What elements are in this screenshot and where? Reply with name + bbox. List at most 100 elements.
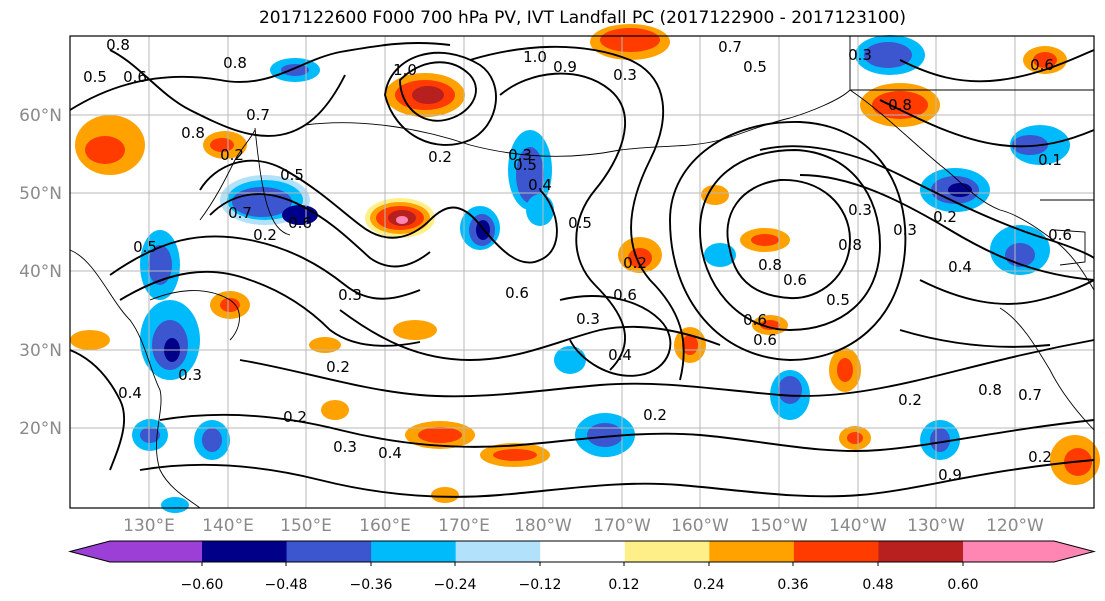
colorbar-swatch (202, 541, 288, 562)
contour-label: 0.5 (826, 291, 850, 309)
contour-label: 0.3 (848, 201, 872, 219)
colorbar-tick-label: 0.60 (947, 577, 978, 593)
contour-label: 0.2 (643, 406, 667, 424)
contour-label: 0.5 (513, 156, 537, 174)
contour-label: 1.0 (523, 48, 547, 66)
contour-label: 0.8 (758, 256, 782, 274)
anomaly-patch (1012, 135, 1048, 155)
colorbar-swatch (371, 541, 457, 562)
lon-label: 120°W (986, 516, 1044, 536)
contour-label: 0.2 (283, 408, 307, 426)
contour-label: 0.4 (118, 384, 142, 402)
anomaly-patch (70, 330, 110, 350)
contour-label: 0.4 (528, 176, 552, 194)
contour-label: 0.2 (1028, 448, 1052, 466)
contour-label: 0.5 (743, 58, 767, 76)
contour-label: 0.9 (938, 466, 962, 484)
contour-label: 0.5 (280, 166, 304, 184)
anomaly-patch (431, 487, 459, 503)
lon-label: 150°E (280, 516, 332, 536)
colorbar-swatch (540, 541, 626, 562)
anomaly-patch (704, 243, 736, 267)
anomaly-patch (321, 400, 349, 420)
contour-label: 0.6 (123, 68, 147, 86)
lon-label: 160°E (359, 516, 411, 536)
anomaly-patch (778, 376, 802, 404)
lat-label: 60°N (19, 106, 62, 126)
anomaly-patch (309, 337, 341, 353)
lon-label: 170°E (438, 516, 490, 536)
lon-label: 150°W (750, 516, 808, 536)
anomaly-patch (412, 86, 444, 104)
contour-label: 0.3 (613, 66, 637, 84)
colorbar-swatch (793, 541, 879, 562)
colorbar-tick-label: −0.24 (434, 577, 477, 593)
colorbar-swatch (709, 541, 795, 562)
contour-label: 0.3 (333, 438, 357, 456)
colorbar-tick-label: 0.12 (608, 577, 639, 593)
contour-label: 0.6 (1030, 56, 1054, 74)
lon-label: 180°W (514, 516, 572, 536)
anomaly-patch (864, 42, 912, 68)
longitude-labels: 130°E 140°E 150°E 160°E 170°E 180°W 170°W 160°W… (123, 516, 1044, 536)
anomaly-patch (872, 91, 928, 119)
anomaly-patch (202, 428, 222, 452)
coastlines (69, 36, 1095, 509)
contour-label: 0.6 (288, 214, 312, 232)
contour-label: 0.7 (1018, 386, 1042, 404)
anomaly-patch (418, 427, 462, 443)
anomaly-patch (847, 432, 863, 444)
lon-label: 140°W (829, 516, 887, 536)
anomaly-patch (516, 147, 544, 203)
contour-label: 0.7 (246, 106, 270, 124)
anomaly-patch (161, 497, 189, 513)
contour-label: 0.6 (1048, 226, 1072, 244)
contour-label: 0.8 (181, 124, 205, 142)
anomaly-patch (1033, 52, 1057, 68)
anomaly-patch (85, 136, 125, 164)
colorbar-tick-label: 0.48 (862, 577, 893, 593)
contour-label: 0.4 (948, 258, 972, 276)
contour-label: 0.7 (718, 38, 742, 56)
colorbar-tick-label: −0.48 (265, 577, 308, 593)
contour-label: 0.3 (178, 366, 202, 384)
lon-label: 130°E (123, 516, 175, 536)
contour-label: 0.6 (613, 286, 637, 304)
contour-label: 0.5 (568, 214, 592, 232)
colorbar-swatch (963, 541, 1094, 562)
anomaly-patch (220, 298, 240, 312)
anomaly-patch (148, 245, 172, 285)
contour-label: 0.2 (933, 208, 957, 226)
colorbar-swatch (70, 541, 202, 562)
contour-label: 0.3 (508, 146, 532, 164)
contour-label: 1.0 (393, 61, 417, 79)
anomaly-patch (281, 64, 309, 76)
anomaly-patch (587, 423, 623, 447)
contour-label: 0.8 (978, 381, 1002, 399)
pv-contours (69, 42, 1095, 498)
contour-label: 0.2 (326, 358, 350, 376)
lon-label: 140°E (202, 516, 254, 536)
contour-label: 0.2 (428, 148, 452, 166)
contour-label: 0.2 (220, 146, 244, 164)
lon-label: 130°W (907, 516, 965, 536)
contour-label: 0.9 (553, 58, 577, 76)
lat-label: 20°N (19, 419, 62, 439)
contour-label: 0.2 (253, 226, 277, 244)
contour-label: 0.1 (1038, 151, 1062, 169)
colorbar-tick-label: −0.36 (350, 577, 393, 593)
colorbar-swatch (286, 541, 372, 562)
anomaly-patch (701, 185, 729, 205)
contour-label: 0.3 (576, 310, 600, 328)
contour-label: 0.3 (893, 221, 917, 239)
contour-label: 0.6 (753, 331, 777, 349)
map-title: 2017122600 F000 700 hPa PV, IVT Landfall… (258, 8, 906, 28)
colorbar-tick-label: 0.36 (777, 577, 808, 593)
contour-label: 0.8 (223, 54, 247, 72)
lat-label: 30°N (19, 341, 62, 361)
colorbar-tick-label: −0.12 (519, 577, 562, 593)
contour-label: 0.4 (378, 444, 402, 462)
colorbar: −0.60 −0.48 −0.36 −0.24 −0.12 0.12 0.24 0.36 0.4… (68, 540, 1096, 593)
contour-label: 0.3 (338, 286, 362, 304)
